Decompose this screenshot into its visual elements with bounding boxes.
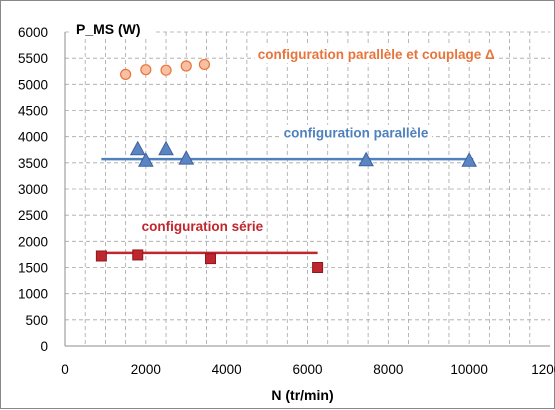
data-point-circle <box>120 68 132 80</box>
y-tick-label: 4500 <box>18 104 48 119</box>
x-tick-label: 8000 <box>373 362 403 377</box>
y-tick-label: 1000 <box>18 287 48 302</box>
x-tick-label: 0 <box>61 362 69 377</box>
annotation-background <box>138 217 267 235</box>
y-tick-label: 500 <box>25 313 48 328</box>
data-point-triangle <box>461 152 478 167</box>
x-tick-label: 12000 <box>531 362 555 377</box>
y-tick-label: 3000 <box>18 182 48 197</box>
data-point-square <box>95 250 107 262</box>
x-tick-label: 2000 <box>131 362 161 377</box>
data-points <box>95 58 478 273</box>
data-point-square <box>312 262 324 273</box>
data-point-circle <box>180 60 192 72</box>
data-point-triangle <box>137 152 154 167</box>
y-tick-label: 3500 <box>18 156 48 171</box>
annotation-background <box>280 124 432 142</box>
annotation-background <box>254 46 499 64</box>
data-point-triangle <box>158 140 174 156</box>
x-tick-label: 10000 <box>450 362 488 377</box>
annotation-label: configuration parallèle et couplage Δ <box>258 47 495 62</box>
y-tick-label: 2000 <box>18 234 48 249</box>
data-point-circle <box>140 64 152 76</box>
y-tick-label: 2500 <box>18 208 48 223</box>
y-tick-label: 4000 <box>18 130 48 145</box>
data-point-triangle <box>129 140 146 156</box>
y-axis-title-background <box>69 17 155 39</box>
y-tick-label: 0 <box>40 339 48 354</box>
data-point-square <box>132 249 144 261</box>
y-axis-title: P_MS (W) <box>76 21 141 37</box>
annotation-label: configuration série <box>142 219 264 234</box>
grid <box>65 31 550 346</box>
x-axis-title: N (tr/min) <box>271 387 333 403</box>
data-point-triangle <box>358 151 374 167</box>
x-tick-label: 6000 <box>292 362 322 377</box>
axes <box>64 32 550 347</box>
data-point-triangle <box>178 150 195 165</box>
y-tick-label: 1500 <box>18 261 48 276</box>
labels: 0 2000 4000 6000 8000 10000 12000 0 500 1000 1500 2… <box>18 17 555 403</box>
data-point-circle <box>198 58 211 71</box>
y-tick-label: 6000 <box>18 25 48 40</box>
y-tick-label: 5500 <box>18 51 48 66</box>
data-point-circle <box>160 64 172 76</box>
x-tick-label: 4000 <box>212 362 242 377</box>
y-tick-label: 5000 <box>18 77 48 92</box>
data-point-square <box>205 253 216 265</box>
annotation-label: configuration parallèle <box>284 126 429 141</box>
